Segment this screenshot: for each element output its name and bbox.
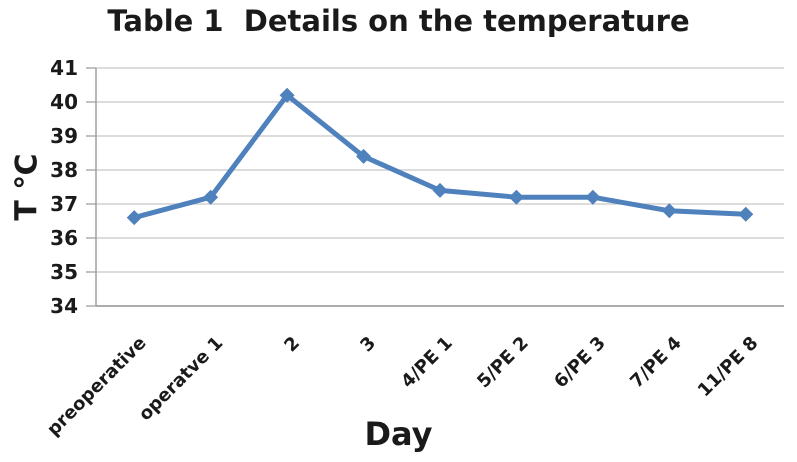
x-tick-label: 11/PE 8 <box>693 332 763 402</box>
data-point-marker <box>203 189 219 205</box>
y-tick-label: 34 <box>50 294 78 318</box>
data-point-marker <box>661 203 677 219</box>
data-point-marker <box>585 189 601 205</box>
data-point-marker <box>356 148 372 164</box>
x-tick-label: 4/PE 1 <box>396 332 457 393</box>
y-tick-label: 40 <box>50 90 78 114</box>
chart-title: Table 1 Details on the temperature <box>107 4 690 38</box>
y-tick-label: 37 <box>50 192 78 216</box>
series-line <box>131 92 749 221</box>
y-tick-label: 36 <box>50 226 78 250</box>
plot-area <box>86 67 784 307</box>
y-tick-label: 39 <box>50 124 78 148</box>
y-axis-title: T ℃ <box>9 153 45 221</box>
y-tick-label: 35 <box>50 260 78 284</box>
data-point-marker <box>432 182 448 198</box>
x-tick-label: 5/PE 2 <box>473 332 533 393</box>
data-point-marker <box>508 189 524 205</box>
x-tick-label: 7/PE 4 <box>626 332 686 393</box>
x-axis-title: Day <box>364 415 433 453</box>
data-point-marker <box>279 87 295 103</box>
x-tick-label: 6/PE 3 <box>549 332 610 393</box>
y-tick-label: 41 <box>50 56 78 80</box>
data-point-marker <box>126 210 142 226</box>
x-tick-label: 2 <box>279 332 304 357</box>
data-point-marker <box>738 206 754 222</box>
y-tick-label: 38 <box>50 158 78 182</box>
x-tick-label: 3 <box>356 332 380 357</box>
